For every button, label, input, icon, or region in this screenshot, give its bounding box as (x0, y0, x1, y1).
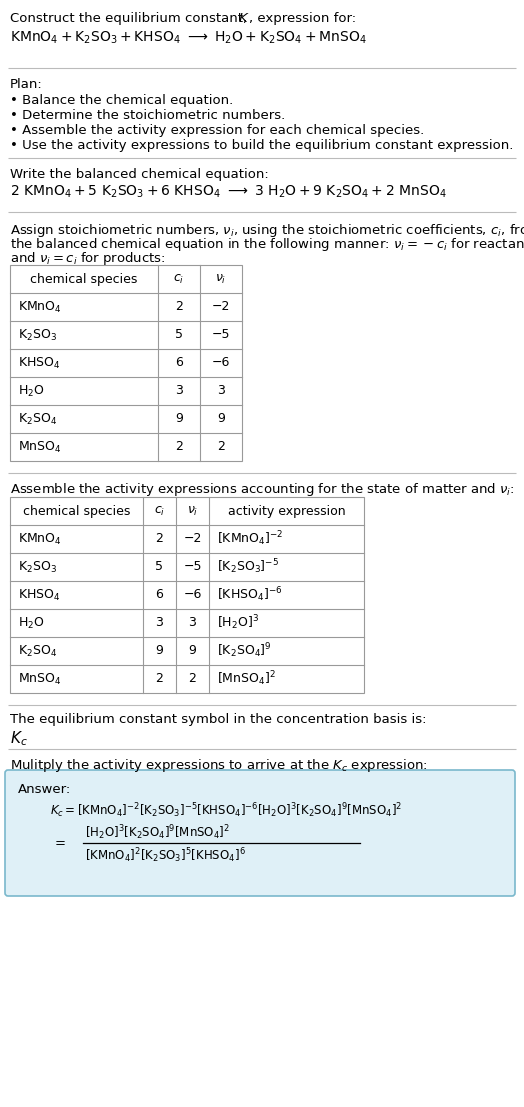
Text: $\mathrm{KHSO_4}$: $\mathrm{KHSO_4}$ (18, 355, 60, 371)
Text: −5: −5 (183, 560, 202, 573)
Text: $\nu_i$: $\nu_i$ (187, 505, 198, 518)
Text: $\mathrm{H_2O}$: $\mathrm{H_2O}$ (18, 615, 45, 631)
Text: $[\mathrm{KHSO_4}]^{-6}$: $[\mathrm{KHSO_4}]^{-6}$ (217, 586, 282, 604)
Text: chemical species: chemical species (30, 272, 138, 286)
Text: −5: −5 (212, 329, 230, 341)
Text: The equilibrium constant symbol in the concentration basis is:: The equilibrium constant symbol in the c… (10, 713, 427, 726)
Text: $c_i$: $c_i$ (173, 272, 184, 286)
Text: • Balance the chemical equation.: • Balance the chemical equation. (10, 94, 233, 107)
Text: 9: 9 (156, 644, 163, 658)
Text: =: = (55, 837, 66, 850)
Text: • Assemble the activity expression for each chemical species.: • Assemble the activity expression for e… (10, 124, 424, 137)
Text: $K$: $K$ (238, 12, 249, 25)
Text: 5: 5 (175, 329, 183, 341)
Text: $\mathrm{MnSO_4}$: $\mathrm{MnSO_4}$ (18, 439, 62, 455)
Text: Plan:: Plan: (10, 77, 43, 91)
Text: $[\mathrm{K_2SO_4}]^{9}$: $[\mathrm{K_2SO_4}]^{9}$ (217, 642, 272, 661)
Text: and $\nu_i = c_i$ for products:: and $\nu_i = c_i$ for products: (10, 250, 166, 267)
Text: $[\mathrm{KMnO_4}]^2[\mathrm{K_2SO_3}]^5[\mathrm{KHSO_4}]^6$: $[\mathrm{KMnO_4}]^2[\mathrm{K_2SO_3}]^5… (85, 846, 246, 865)
Text: $\mathrm{K_2SO_3}$: $\mathrm{K_2SO_3}$ (18, 328, 57, 342)
Text: $\mathrm{KMnO_4}$: $\mathrm{KMnO_4}$ (18, 300, 62, 314)
Text: Assemble the activity expressions accounting for the state of matter and $\nu_i$: Assemble the activity expressions accoun… (10, 482, 515, 498)
Text: $\mathrm{KHSO_4}$: $\mathrm{KHSO_4}$ (18, 588, 60, 602)
Text: Answer:: Answer: (18, 783, 71, 796)
Text: 3: 3 (189, 617, 196, 630)
Text: Construct the equilibrium constant,: Construct the equilibrium constant, (10, 12, 252, 25)
Text: 9: 9 (175, 413, 183, 425)
Text: 9: 9 (217, 413, 225, 425)
Text: $\mathrm{K_2SO_4}$: $\mathrm{K_2SO_4}$ (18, 412, 57, 426)
Text: $\mathrm{K_2SO_4}$: $\mathrm{K_2SO_4}$ (18, 643, 57, 659)
Text: $K_c = [\mathrm{KMnO_4}]^{-2}[\mathrm{K_2SO_3}]^{-5}[\mathrm{KHSO_4}]^{-6}[\math: $K_c = [\mathrm{KMnO_4}]^{-2}[\mathrm{K_… (50, 801, 402, 819)
Text: 2: 2 (189, 672, 196, 685)
Text: $\nu_i$: $\nu_i$ (215, 272, 227, 286)
Text: −6: −6 (212, 356, 230, 370)
Text: 9: 9 (189, 644, 196, 658)
Text: $\mathrm{KMnO_4 + K_2SO_3 + KHSO_4 \ \longrightarrow \ H_2O + K_2SO_4 + MnSO_4}$: $\mathrm{KMnO_4 + K_2SO_3 + KHSO_4 \ \lo… (10, 30, 367, 46)
Text: 3: 3 (217, 384, 225, 397)
Text: activity expression: activity expression (228, 505, 345, 517)
Text: −2: −2 (183, 532, 202, 546)
Text: $\mathrm{MnSO_4}$: $\mathrm{MnSO_4}$ (18, 672, 62, 686)
Text: $[\mathrm{KMnO_4}]^{-2}$: $[\mathrm{KMnO_4}]^{-2}$ (217, 529, 283, 548)
Text: $[\mathrm{H_2O}]^{3}$: $[\mathrm{H_2O}]^{3}$ (217, 613, 259, 632)
Text: −2: −2 (212, 300, 230, 313)
Text: 6: 6 (175, 356, 183, 370)
Text: $c_i$: $c_i$ (154, 505, 165, 518)
Text: Assign stoichiometric numbers, $\nu_i$, using the stoichiometric coefficients, $: Assign stoichiometric numbers, $\nu_i$, … (10, 223, 524, 239)
Text: Write the balanced chemical equation:: Write the balanced chemical equation: (10, 168, 269, 182)
Text: $[\mathrm{MnSO_4}]^{2}$: $[\mathrm{MnSO_4}]^{2}$ (217, 670, 276, 689)
Text: • Use the activity expressions to build the equilibrium constant expression.: • Use the activity expressions to build … (10, 139, 514, 152)
Text: 2: 2 (217, 441, 225, 454)
Text: $\mathrm{H_2O}$: $\mathrm{H_2O}$ (18, 383, 45, 399)
Text: −6: −6 (183, 589, 202, 601)
Text: chemical species: chemical species (23, 505, 130, 517)
Text: $\mathrm{KMnO_4}$: $\mathrm{KMnO_4}$ (18, 531, 62, 547)
Text: $[\mathrm{H_2O}]^3[\mathrm{K_2SO_4}]^9[\mathrm{MnSO_4}]^2$: $[\mathrm{H_2O}]^3[\mathrm{K_2SO_4}]^9[\… (85, 823, 230, 841)
Text: 2: 2 (156, 532, 163, 546)
Text: 6: 6 (156, 589, 163, 601)
Text: $\mathrm{2\ KMnO_4 + 5\ K_2SO_3 + 6\ KHSO_4 \ \longrightarrow \ 3\ H_2O + 9\ K_2: $\mathrm{2\ KMnO_4 + 5\ K_2SO_3 + 6\ KHS… (10, 184, 447, 200)
Text: 3: 3 (175, 384, 183, 397)
Text: • Determine the stoichiometric numbers.: • Determine the stoichiometric numbers. (10, 108, 285, 122)
Text: $\mathrm{K_2SO_3}$: $\mathrm{K_2SO_3}$ (18, 559, 57, 575)
Text: 2: 2 (175, 300, 183, 313)
Text: 3: 3 (156, 617, 163, 630)
Text: 5: 5 (156, 560, 163, 573)
Text: $[\mathrm{K_2SO_3}]^{-5}$: $[\mathrm{K_2SO_3}]^{-5}$ (217, 558, 279, 577)
Text: 2: 2 (175, 441, 183, 454)
Text: , expression for:: , expression for: (249, 12, 356, 25)
FancyBboxPatch shape (5, 770, 515, 896)
Bar (10, 265, 242, 461)
Text: the balanced chemical equation in the following manner: $\nu_i = -c_i$ for react: the balanced chemical equation in the fo… (10, 236, 524, 254)
Bar (10, 497, 364, 693)
Text: 2: 2 (156, 672, 163, 685)
Text: Mulitply the activity expressions to arrive at the $K_c$ expression:: Mulitply the activity expressions to arr… (10, 757, 428, 774)
Text: $K_c$: $K_c$ (10, 730, 28, 747)
